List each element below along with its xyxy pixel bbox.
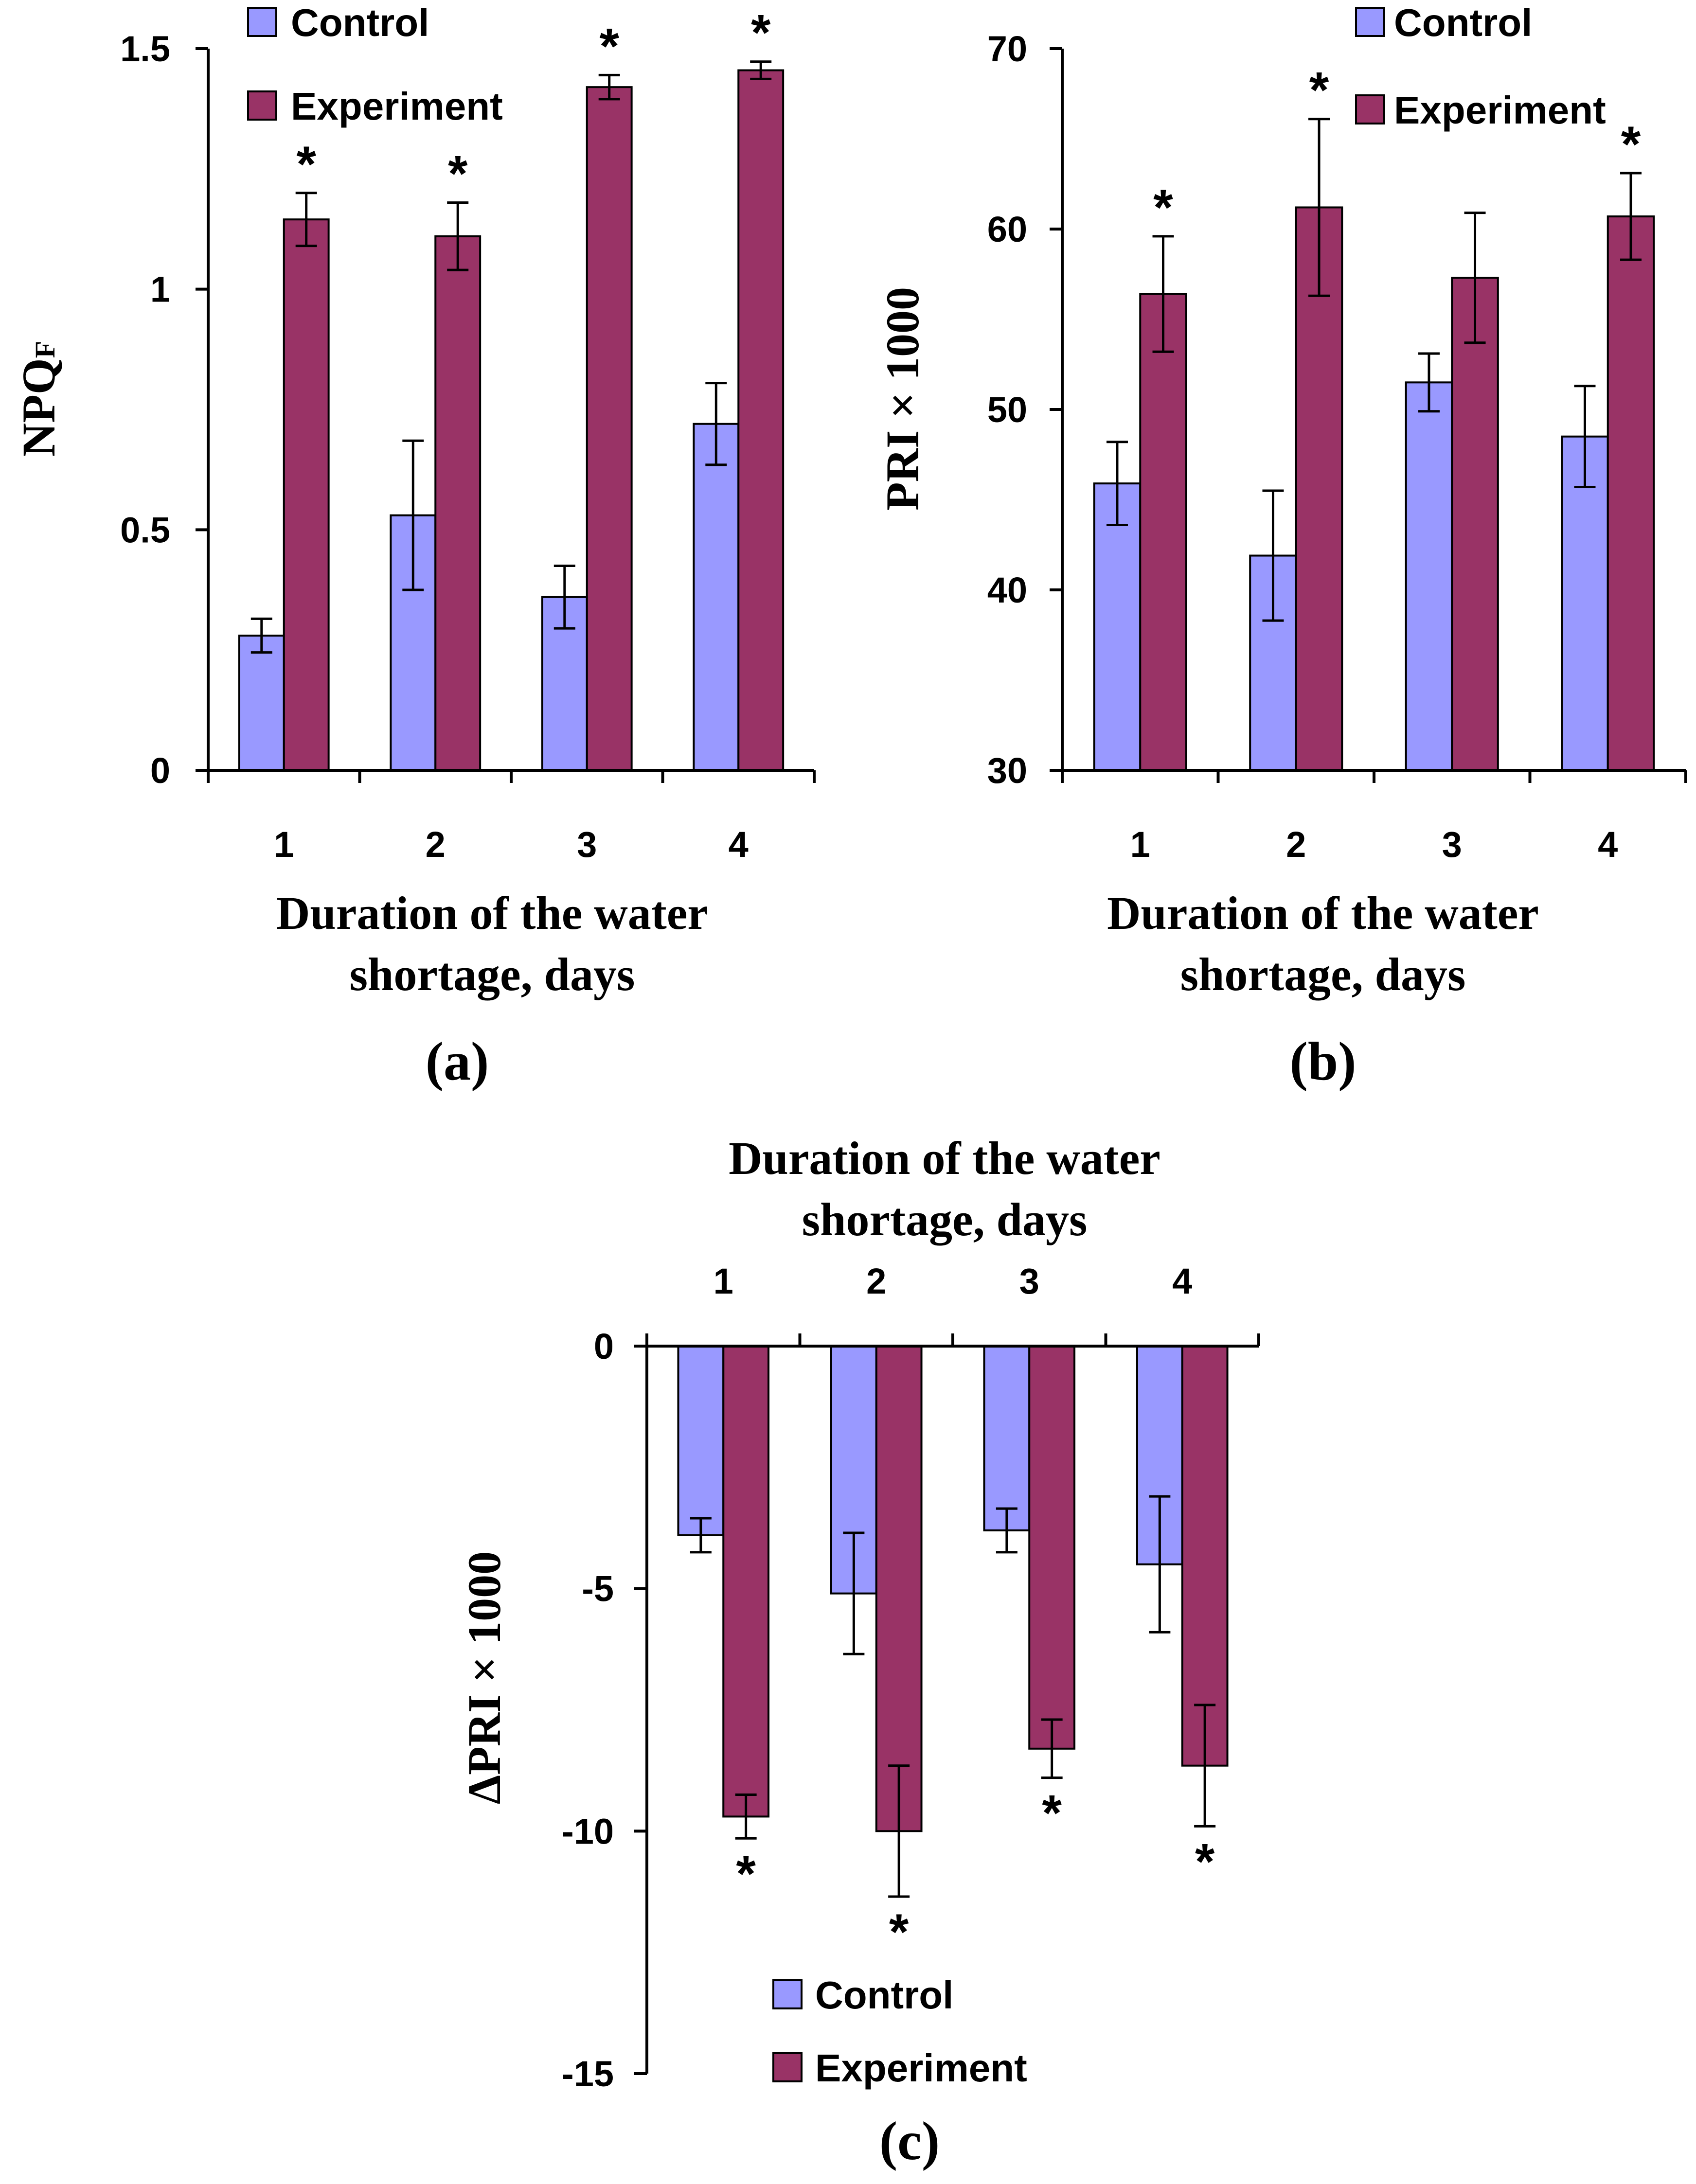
panel-c-legend-experiment-label: Experiment (815, 2046, 1027, 2090)
panel-c-significance-mark: * (1042, 1785, 1062, 1842)
panel-a-bar-experiment-1 (283, 218, 330, 771)
panel-c-delta-pri-chart: * * * * -15 -10 -5 0 1 2 3 4 ΔPRI × 1000 Duration… (458, 1132, 1260, 2171)
panel-c-y-tick-label: -15 (562, 2054, 614, 2094)
panel-c-x-category-label: 4 (1172, 1261, 1192, 1301)
panel-a-x-axis-label-line1: Duration of the water (276, 887, 708, 939)
panel-a-x-category-label: 2 (426, 824, 446, 865)
panel-b-significance-mark: * (1153, 179, 1173, 236)
panel-a-y-tick-label: 1 (150, 269, 170, 310)
panel-a-legend-experiment-label: Experiment (291, 85, 503, 128)
panel-b-y-axis-label: PRI × 1000 (876, 287, 928, 511)
panel-b-x-category-label: 3 (1442, 824, 1462, 865)
panel-c-legend-experiment-swatch (772, 2052, 803, 2082)
panel-b-x-axis-label-line1: Duration of the water (1107, 887, 1539, 939)
panel-c-label: (c) (879, 2111, 940, 2171)
panel-a-significance-mark: * (751, 5, 771, 61)
panel-c-y-ticks: -15 -10 -5 0 (562, 1326, 647, 2094)
panel-a-y-tick-label: 0.5 (120, 510, 170, 550)
panel-b-legend: Control Experiment (1355, 1, 1606, 132)
panel-c-y-axis-label: ΔPRI × 1000 (458, 1551, 510, 1804)
panel-b-legend-control-swatch (1355, 7, 1385, 37)
panel-b-x-category-label: 4 (1598, 824, 1618, 865)
panel-b-legend-experiment-swatch (1355, 94, 1385, 124)
panel-c-legend-control-label: Control (815, 1973, 953, 2017)
panel-a-x-category-label: 3 (577, 824, 597, 865)
panel-a-legend: Control Experiment (247, 1, 503, 128)
panel-c-bar-control-3 (983, 1345, 1031, 1531)
panel-c-bar-experiment-3 (1028, 1345, 1076, 1750)
panel-a-bars (238, 69, 785, 772)
panel-a-x-category-label: 4 (729, 824, 749, 865)
panel-c-x-ticks: 1 2 3 4 (645, 1261, 1260, 1346)
panel-c-significance-mark: * (1195, 1833, 1215, 1890)
panel-a-y-tick-label: 0 (150, 750, 170, 791)
panel-b-error-bars (1106, 118, 1642, 622)
panel-b-y-tick-label: 30 (987, 750, 1027, 791)
panel-b-bar-control-3 (1405, 381, 1453, 771)
panel-b-significance-mark: * (1621, 116, 1641, 173)
panel-a-x-axis-label-line2: shortage, days (350, 948, 635, 1000)
panel-a-npqf-chart: * * * * 0 0.5 1 1.5 1 2 3 4 NPQF Duration of the … (13, 1, 816, 1092)
panel-b-x-category-label: 1 (1130, 824, 1150, 865)
panel-b-y-ticks: 30 40 50 60 70 (987, 29, 1062, 791)
panel-c-significance-marks: * * * * (736, 1785, 1214, 1960)
panel-b-legend-control-label: Control (1394, 1, 1532, 44)
panel-a-significance-marks: * * * * (296, 5, 771, 202)
panel-b-y-tick-label: 40 (987, 570, 1027, 610)
panel-b-label: (b) (1290, 1031, 1357, 1092)
panel-c-y-tick-label: -10 (562, 1811, 614, 1851)
panel-a-bar-experiment-3 (586, 86, 633, 772)
panel-c-x-category-label: 3 (1019, 1261, 1039, 1301)
panel-b-significance-mark: * (1309, 62, 1329, 119)
panel-c-x-axis-label-line1: Duration of the water (729, 1132, 1160, 1184)
panel-a-bar-control-1 (238, 634, 285, 772)
panel-b-x-axis-label-line2: shortage, days (1180, 948, 1466, 1000)
panel-c-bar-experiment-1 (722, 1345, 770, 1818)
panel-b-bar-experiment-4 (1607, 215, 1655, 771)
panel-c-bar-experiment-4 (1181, 1345, 1229, 1767)
panel-b-y-tick-label: 70 (987, 29, 1027, 69)
panel-c-legend: Control Experiment (772, 1973, 1027, 2090)
panel-a-x-ticks: 1 2 3 4 (207, 770, 816, 865)
panel-a-label: (a) (426, 1031, 489, 1092)
panel-a-legend-control-swatch (247, 7, 277, 37)
panel-a-significance-mark: * (296, 136, 316, 193)
panel-a-legend-experiment-swatch (247, 90, 277, 121)
panel-b-x-ticks: 1 2 3 4 (1061, 770, 1687, 865)
panel-a-y-axis-label: NPQF (13, 341, 65, 457)
panel-c-y-tick-label: 0 (594, 1326, 614, 1367)
panel-a-bar-control-4 (693, 423, 740, 771)
panel-a-x-category-label: 1 (274, 824, 294, 865)
panel-c-x-category-label: 2 (866, 1261, 886, 1301)
panel-b-significance-marks: * * * (1153, 62, 1641, 236)
panel-b-bar-control-1 (1093, 482, 1142, 771)
panel-a-y-tick-label: 1.5 (120, 29, 170, 69)
panel-b-pri-chart: * * * 30 40 50 60 70 1 2 3 4 PRI × 1000 Duration … (876, 1, 1687, 1092)
panel-c-legend-control-swatch (772, 1979, 803, 2009)
panel-a-bar-experiment-2 (434, 235, 482, 772)
panel-b-bar-experiment-1 (1139, 293, 1187, 771)
panel-b-bars (1093, 206, 1655, 772)
panel-c-y-tick-label: -5 (582, 1569, 614, 1609)
panel-a-error-bars (250, 60, 772, 654)
panel-b-y-tick-label: 60 (987, 209, 1027, 249)
panel-a-significance-mark: * (448, 146, 468, 202)
panel-b-legend-experiment-label: Experiment (1394, 89, 1606, 132)
panel-a-y-ticks: 0 0.5 1 1.5 (120, 29, 208, 791)
panel-a-significance-mark: * (599, 18, 619, 74)
panel-c-x-axis-label-line2: shortage, days (802, 1193, 1088, 1245)
panel-c-error-bars (690, 1495, 1216, 1898)
panel-a-legend-control-label: Control (291, 1, 429, 44)
panel-b-x-category-label: 2 (1286, 824, 1306, 865)
panel-c-bar-experiment-2 (875, 1345, 923, 1832)
panel-b-bar-experiment-3 (1451, 277, 1499, 771)
panel-a-bar-experiment-4 (737, 69, 785, 771)
panel-c-bars (677, 1345, 1229, 1832)
panel-c-significance-mark: * (889, 1904, 909, 1960)
panel-b-y-tick-label: 50 (987, 390, 1027, 430)
panel-c-bar-control-1 (677, 1345, 725, 1536)
panel-c-x-category-label: 1 (714, 1261, 733, 1301)
panel-c-significance-mark: * (736, 1846, 756, 1902)
